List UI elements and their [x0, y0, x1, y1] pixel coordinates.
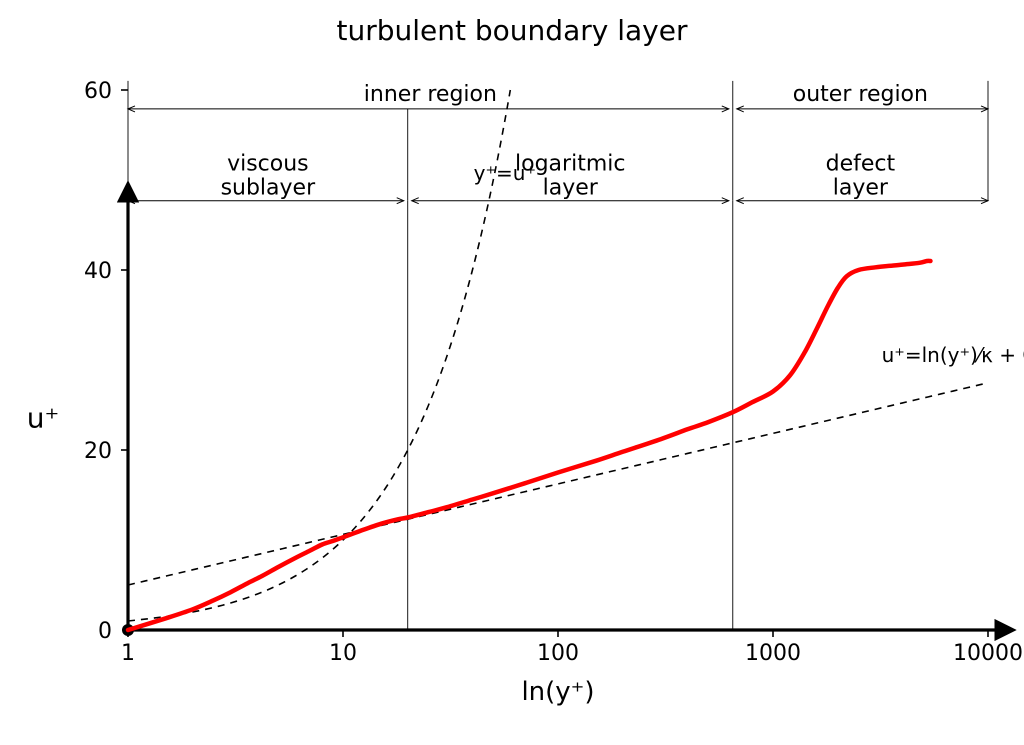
y-tick-label: 40	[84, 259, 112, 284]
label-linear-law: y⁺=u⁺	[474, 161, 536, 185]
x-tick-label: 100	[537, 641, 579, 666]
svg-text:defect: defect	[826, 152, 896, 177]
label-log-law: u⁺=ln(y⁺)⁄κ + C	[882, 343, 1024, 367]
curve-log-law	[128, 383, 988, 585]
svg-text:sublayer: sublayer	[221, 176, 317, 201]
svg-text:viscous: viscous	[227, 152, 309, 177]
y-axis-label: u⁺	[27, 401, 60, 434]
label-outer-region: outer region	[793, 82, 928, 107]
y-tick-label: 60	[84, 79, 112, 104]
y-tick-label: 20	[84, 439, 112, 464]
curve-linear-law	[128, 90, 510, 621]
x-tick-label: 1000	[745, 641, 801, 666]
chart-container: turbulent boundary layer inner region oute…	[0, 0, 1024, 745]
svg-text:layer: layer	[833, 176, 889, 201]
x-tick-label: 10	[329, 641, 357, 666]
curve-velocity-profile	[128, 261, 930, 630]
x-axis-label: ln(y⁺)	[521, 677, 594, 707]
x-tick-label: 1	[121, 641, 135, 666]
y-tick-label: 0	[98, 619, 112, 644]
svg-text:layer: layer	[543, 176, 599, 201]
label-inner-region: inner region	[364, 82, 497, 107]
x-tick-label: 10000	[953, 641, 1023, 666]
chart-title: turbulent boundary layer	[337, 14, 688, 47]
